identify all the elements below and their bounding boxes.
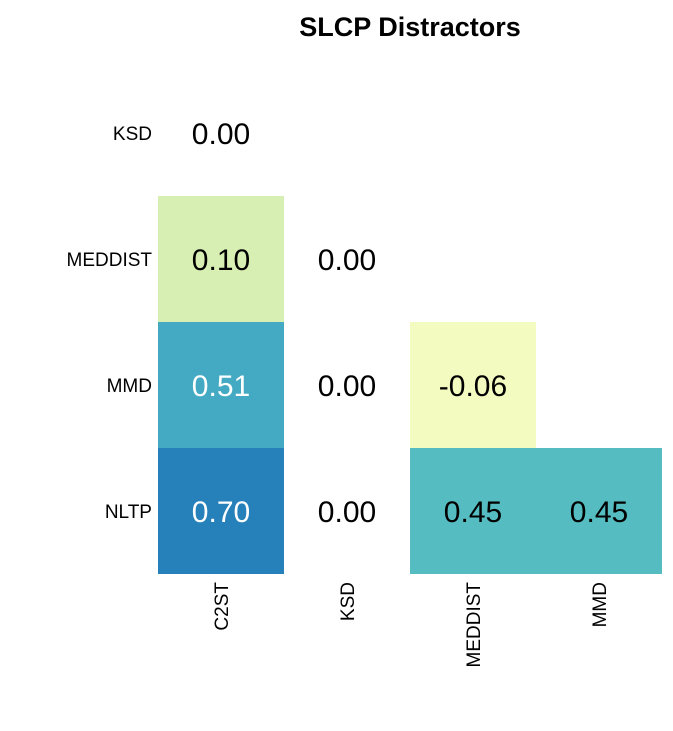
cell-value-ksd-c2st: 0.00 (192, 118, 250, 151)
col-label-ksd: KSD (338, 582, 359, 621)
row-label-meddist: MEDDIST (67, 250, 153, 271)
cell-value-nltp-meddist: 0.45 (444, 496, 502, 529)
cell-value-meddist-ksd: 0.00 (318, 244, 376, 277)
col-label-c2st: C2ST (212, 582, 233, 631)
heatmap-cell-mmd-meddist (410, 322, 536, 448)
col-label-meddist: MEDDIST (464, 582, 485, 668)
heatmap-cell-meddist-c2st (158, 196, 284, 322)
cell-value-nltp-mmd: 0.45 (570, 496, 628, 529)
col-label-mmd: MMD (590, 582, 611, 627)
cell-value-meddist-c2st: 0.10 (192, 244, 250, 277)
heatmap-cell-nltp-mmd (536, 448, 662, 574)
cell-value-nltp-c2st: 0.70 (192, 496, 250, 529)
heatmap-cell-mmd-c2st (158, 322, 284, 448)
heatmap-axis-labels: KSD MEDDIST MMD NLTP C2ST KSD MEDDIST MMD (67, 124, 612, 668)
heatmap-cell-nltp-c2st (158, 448, 284, 574)
row-label-ksd: KSD (113, 124, 152, 145)
heatmap-cells: 0.00 0.10 0.00 0.51 0.00 -0.06 0.70 0.00 0.45 0.4… (158, 118, 662, 574)
chart-title: SLCP Distractors (299, 12, 521, 42)
cell-value-mmd-meddist: -0.06 (439, 370, 507, 403)
row-label-nltp: NLTP (105, 502, 152, 523)
cell-value-nltp-ksd: 0.00 (318, 496, 376, 529)
row-label-mmd: MMD (107, 376, 152, 397)
cell-value-mmd-ksd: 0.00 (318, 370, 376, 403)
cell-value-mmd-c2st: 0.51 (192, 370, 250, 403)
heatmap-cell-nltp-meddist (410, 448, 536, 574)
